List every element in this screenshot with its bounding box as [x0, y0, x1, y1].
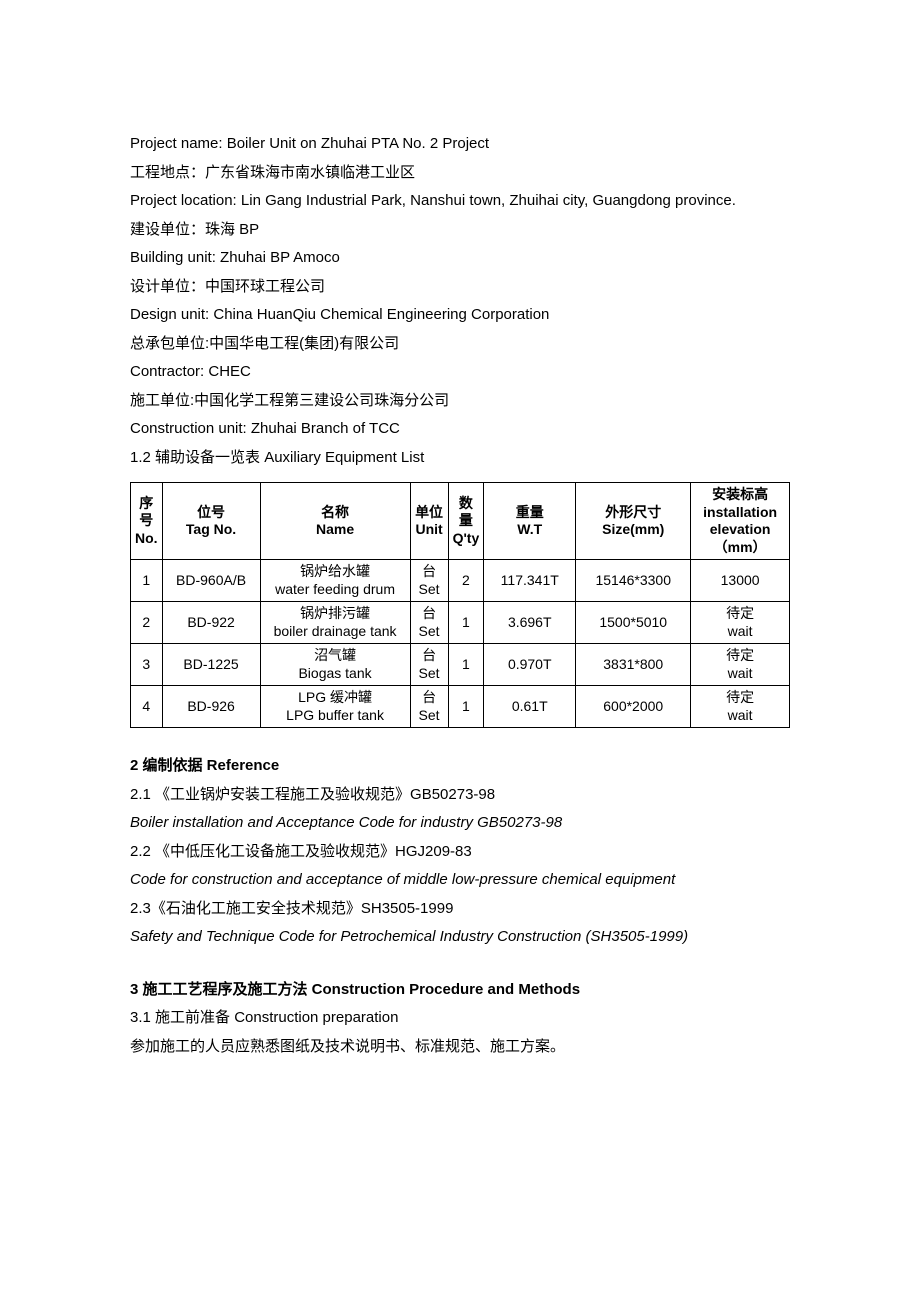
equipment-table: 序号No. 位号Tag No. 名称Name 单位Unit 数量Q'ty 重量W…	[130, 482, 790, 728]
cell-size: 3831*800	[576, 644, 691, 686]
th-elev: 安装标高 installation elevation（mm）	[691, 483, 790, 560]
cell-no: 2	[131, 602, 163, 644]
project-location-en: Project location: Lin Gang Industrial Pa…	[130, 187, 790, 216]
equipment-list-title: 1.2 辅助设备一览表 Auxiliary Equipment List	[130, 444, 790, 473]
cell-unit: 台Set	[410, 602, 448, 644]
cell-size: 600*2000	[576, 686, 691, 728]
cell-unit: 台Set	[410, 686, 448, 728]
section2-l6: Safety and Technique Code for Petrochemi…	[130, 923, 790, 952]
project-name-en: Project name: Boiler Unit on Zhuhai PTA …	[130, 130, 790, 159]
cell-name: 沼气罐Biogas tank	[260, 644, 410, 686]
building-unit-cn: 建设单位：珠海 BP	[130, 216, 790, 245]
cell-elev: 待定wait	[691, 644, 790, 686]
design-unit-en: Design unit: China HuanQiu Chemical Engi…	[130, 301, 790, 330]
cell-tag: BD-922	[162, 602, 260, 644]
construction-unit-en: Construction unit: Zhuhai Branch of TCC	[130, 415, 790, 444]
cell-wt: 0.970T	[484, 644, 576, 686]
contractor-cn: 总承包单位:中国华电工程(集团)有限公司	[130, 330, 790, 359]
cell-qty: 1	[448, 602, 484, 644]
cell-wt: 0.61T	[484, 686, 576, 728]
cell-qty: 2	[448, 560, 484, 602]
th-wt: 重量W.T	[484, 483, 576, 560]
section2-title: 2 编制依据 Reference	[130, 752, 790, 781]
section3-l1: 3.1 施工前准备 Construction preparation	[130, 1004, 790, 1033]
th-name: 名称Name	[260, 483, 410, 560]
cell-no: 4	[131, 686, 163, 728]
section3-l2: 参加施工的人员应熟悉图纸及技术说明书、标准规范、施工方案。	[130, 1033, 790, 1062]
cell-wt: 117.341T	[484, 560, 576, 602]
section2-l2: Boiler installation and Acceptance Code …	[130, 809, 790, 838]
cell-no: 3	[131, 644, 163, 686]
cell-name: 锅炉给水罐water feeding drum	[260, 560, 410, 602]
section2-l3: 2.2 《中低压化工设备施工及验收规范》HGJ209-83	[130, 838, 790, 867]
cell-elev: 待定wait	[691, 602, 790, 644]
cell-no: 1	[131, 560, 163, 602]
section2-l1: 2.1 《工业锅炉安装工程施工及验收规范》GB50273-98	[130, 781, 790, 810]
building-unit-en: Building unit: Zhuhai BP Amoco	[130, 244, 790, 273]
cell-tag: BD-926	[162, 686, 260, 728]
cell-tag: BD-1225	[162, 644, 260, 686]
contractor-en: Contractor: CHEC	[130, 358, 790, 387]
table-header-row: 序号No. 位号Tag No. 名称Name 单位Unit 数量Q'ty 重量W…	[131, 483, 790, 560]
th-unit: 单位Unit	[410, 483, 448, 560]
cell-unit: 台Set	[410, 644, 448, 686]
th-qty: 数量Q'ty	[448, 483, 484, 560]
cell-qty: 1	[448, 686, 484, 728]
cell-tag: BD-960A/B	[162, 560, 260, 602]
table-row: 2BD-922锅炉排污罐boiler drainage tank台Set13.6…	[131, 602, 790, 644]
table-row: 1BD-960A/B锅炉给水罐water feeding drum台Set211…	[131, 560, 790, 602]
th-tag: 位号Tag No.	[162, 483, 260, 560]
th-no: 序号No.	[131, 483, 163, 560]
cell-elev: 待定wait	[691, 686, 790, 728]
table-body: 1BD-960A/B锅炉给水罐water feeding drum台Set211…	[131, 560, 790, 728]
cell-size: 15146*3300	[576, 560, 691, 602]
cell-unit: 台Set	[410, 560, 448, 602]
cell-elev: 13000	[691, 560, 790, 602]
section2-l4: Code for construction and acceptance of …	[130, 866, 790, 895]
cell-qty: 1	[448, 644, 484, 686]
section3-title: 3 施工工艺程序及施工方法 Construction Procedure and…	[130, 976, 790, 1005]
cell-size: 1500*5010	[576, 602, 691, 644]
section2-l5: 2.3《石油化工施工安全技术规范》SH3505-1999	[130, 895, 790, 924]
project-location-cn: 工程地点：广东省珠海市南水镇临港工业区	[130, 159, 790, 188]
table-row: 3BD-1225沼气罐Biogas tank台Set10.970T3831*80…	[131, 644, 790, 686]
table-row: 4BD-926LPG 缓冲罐LPG buffer tank台Set10.61T6…	[131, 686, 790, 728]
th-size: 外形尺寸Size(mm)	[576, 483, 691, 560]
cell-wt: 3.696T	[484, 602, 576, 644]
cell-name: 锅炉排污罐boiler drainage tank	[260, 602, 410, 644]
construction-unit-cn: 施工单位:中国化学工程第三建设公司珠海分公司	[130, 387, 790, 416]
cell-name: LPG 缓冲罐LPG buffer tank	[260, 686, 410, 728]
design-unit-cn: 设计单位：中国环球工程公司	[130, 273, 790, 302]
